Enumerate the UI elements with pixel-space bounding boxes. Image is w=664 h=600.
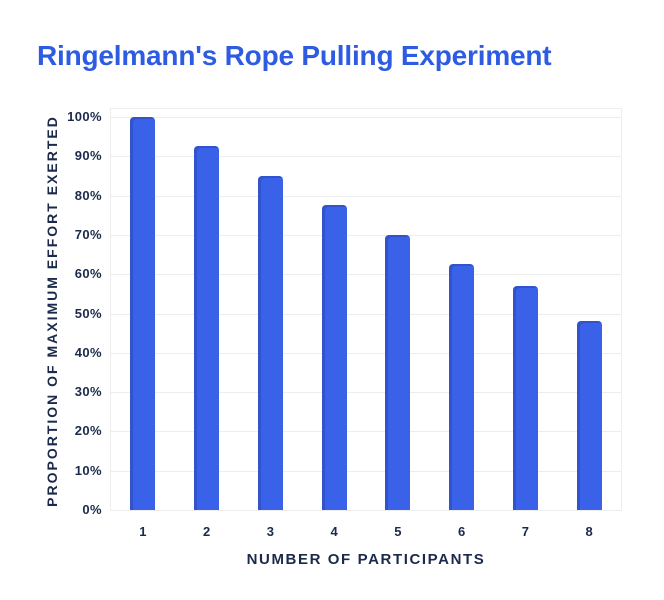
x-tick-label: 2	[203, 524, 211, 539]
x-tick-label: 8	[585, 524, 593, 539]
gridline	[111, 313, 621, 315]
x-tick-label: 4	[330, 524, 338, 539]
y-axis-ticks: 100% 90% 80% 70% 60% 50% 40% 30% 20% 10% 0%	[56, 109, 102, 517]
bar-5	[385, 234, 411, 510]
gridline	[111, 234, 621, 236]
bar-8	[576, 321, 602, 510]
page-title: Ringelmann's Rope Pulling Experiment	[37, 40, 552, 71]
y-tick-label: 30%	[74, 384, 102, 400]
x-tick-label: 5	[394, 524, 402, 539]
gridline	[111, 195, 621, 197]
y-tick-label: 70%	[74, 226, 102, 242]
gridline	[111, 470, 621, 472]
x-tick-label: 6	[458, 524, 466, 539]
bar-6	[449, 264, 475, 510]
y-tick-label: 60%	[74, 266, 102, 282]
y-tick-label: 90%	[74, 148, 102, 164]
gridline	[111, 431, 621, 433]
gridline	[111, 274, 621, 276]
y-tick-label: 100%	[67, 109, 102, 124]
gridline	[111, 352, 621, 354]
y-tick-label: 20%	[74, 423, 102, 439]
y-tick-label: 80%	[74, 187, 102, 203]
bar-7	[512, 286, 538, 510]
y-tick-label: 0%	[82, 502, 102, 517]
gridline	[111, 156, 621, 158]
y-tick-label: 50%	[74, 305, 102, 321]
x-tick-label: 3	[266, 524, 274, 539]
bar-4	[321, 205, 347, 510]
x-axis-ticks: 1 2 3 4 5 6 7 8	[111, 524, 621, 542]
x-axis-title: NUMBER OF PARTICIPANTS	[246, 551, 486, 568]
y-tick-label: 40%	[74, 344, 102, 360]
x-tick-label: 7	[521, 524, 529, 539]
bar-2	[194, 146, 220, 510]
y-tick-label: 10%	[74, 462, 102, 478]
plot-area	[110, 108, 622, 511]
gridline	[111, 392, 621, 394]
bar-3	[257, 175, 283, 510]
bar-1	[130, 117, 156, 510]
x-tick-label: 1	[139, 524, 147, 539]
gridline	[111, 117, 621, 118]
